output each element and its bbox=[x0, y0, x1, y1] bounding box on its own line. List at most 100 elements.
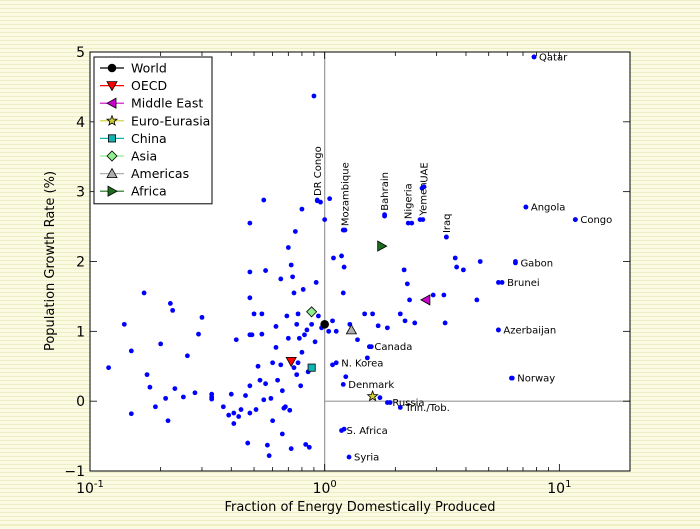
point-label: Congo bbox=[580, 215, 612, 226]
point-label: Iraq bbox=[442, 214, 453, 234]
data-point bbox=[401, 267, 407, 273]
point-label: Gabon bbox=[520, 258, 553, 269]
data-point bbox=[243, 393, 248, 398]
legend-label: Middle East bbox=[131, 96, 203, 111]
data-point bbox=[409, 220, 415, 226]
data-point bbox=[299, 206, 305, 212]
labeled-point bbox=[496, 327, 501, 333]
data-point bbox=[263, 268, 268, 273]
legend-label: World bbox=[131, 61, 167, 76]
point-label: Nigeria bbox=[404, 183, 415, 219]
data-point bbox=[247, 269, 253, 275]
data-point bbox=[261, 397, 267, 403]
legend-marker bbox=[105, 114, 119, 126]
data-point bbox=[282, 404, 288, 410]
data-point bbox=[313, 280, 319, 285]
x-tick-label: 101 bbox=[547, 479, 571, 497]
legend-marker bbox=[108, 134, 117, 143]
data-point bbox=[106, 365, 111, 371]
labeled-point bbox=[499, 280, 505, 285]
legend-marker bbox=[106, 167, 118, 179]
point-label: Qatar bbox=[539, 52, 568, 63]
data-point bbox=[228, 391, 234, 397]
reference-lines bbox=[324, 52, 630, 471]
y-tick-label: 0 bbox=[76, 394, 85, 410]
data-point bbox=[333, 328, 339, 334]
data-point bbox=[300, 287, 306, 292]
data-point bbox=[330, 318, 335, 324]
y-tick-label: 4 bbox=[76, 115, 85, 131]
x-axis-ticks: 10-1 100 101 bbox=[76, 52, 631, 497]
data-point bbox=[296, 335, 302, 341]
data-point bbox=[326, 328, 332, 334]
data-point bbox=[278, 276, 284, 282]
point-label: Denmark bbox=[348, 380, 394, 391]
data-point bbox=[245, 440, 251, 446]
region-marker bbox=[320, 320, 329, 329]
data-point bbox=[290, 274, 296, 280]
legend-label: China bbox=[131, 131, 167, 146]
data-point bbox=[322, 217, 328, 223]
y-tick-label: 1 bbox=[76, 324, 85, 340]
data-point bbox=[261, 197, 267, 203]
labeled-point bbox=[405, 220, 411, 226]
data-point bbox=[279, 431, 285, 437]
data-point bbox=[255, 363, 261, 369]
data-point bbox=[249, 332, 255, 338]
data-point bbox=[284, 313, 290, 319]
data-point bbox=[172, 386, 178, 391]
data-point bbox=[315, 313, 321, 319]
data-point bbox=[220, 404, 226, 410]
region-marker bbox=[366, 389, 379, 402]
data-point bbox=[295, 360, 301, 366]
labeled-point bbox=[572, 217, 578, 223]
data-point bbox=[377, 395, 383, 401]
data-point bbox=[311, 93, 317, 99]
data-point bbox=[375, 323, 381, 329]
labeled-point bbox=[531, 54, 537, 60]
data-point bbox=[275, 377, 280, 383]
data-point bbox=[270, 360, 276, 366]
point-label: Syria bbox=[354, 453, 379, 464]
data-point bbox=[331, 255, 336, 261]
data-point bbox=[341, 264, 347, 270]
x-tick-label: 10-1 bbox=[76, 479, 104, 497]
data-point bbox=[288, 446, 294, 452]
region-marker bbox=[285, 356, 297, 368]
y-axis-label: Population Growth Rate (%) bbox=[43, 171, 58, 351]
legend-marker bbox=[106, 97, 117, 109]
labeled-point bbox=[333, 360, 339, 366]
legend: World OECD Middle East Euro-Eurasia China Asi… bbox=[93, 56, 213, 205]
data-point bbox=[309, 321, 315, 327]
y-tick-label: 2 bbox=[76, 255, 85, 271]
data-point bbox=[477, 259, 483, 264]
data-point bbox=[430, 292, 436, 298]
point-label: Trin./Tob. bbox=[404, 403, 449, 414]
data-point bbox=[340, 290, 346, 296]
data-point bbox=[264, 442, 270, 448]
y-tick-label: 5 bbox=[76, 45, 85, 61]
data-point bbox=[303, 442, 309, 447]
legend-label: Euro-Eurasia bbox=[131, 113, 210, 128]
data-point bbox=[247, 410, 253, 416]
data-point bbox=[404, 281, 410, 287]
x-tick-label: 100 bbox=[313, 479, 337, 497]
labeled-point bbox=[397, 405, 403, 410]
data-point bbox=[209, 391, 215, 397]
data-point bbox=[292, 229, 298, 234]
point-label: N. Korea bbox=[341, 358, 383, 369]
data-point bbox=[231, 421, 237, 426]
region-marker bbox=[420, 294, 431, 306]
point-labels: Qatar Angola Congo Gabon Brunei Azerbaijan Nor… bbox=[313, 52, 612, 463]
labeled-point bbox=[340, 382, 346, 387]
data-point bbox=[339, 253, 344, 259]
data-point bbox=[355, 337, 360, 343]
data-point bbox=[442, 320, 448, 326]
legend-marker bbox=[107, 63, 117, 73]
labeled-point bbox=[382, 212, 387, 218]
point-label: Norway bbox=[517, 374, 555, 385]
data-point bbox=[253, 407, 259, 412]
region-marker bbox=[377, 240, 388, 252]
labeled-point bbox=[443, 234, 449, 240]
point-label: Bahrain bbox=[380, 172, 391, 211]
